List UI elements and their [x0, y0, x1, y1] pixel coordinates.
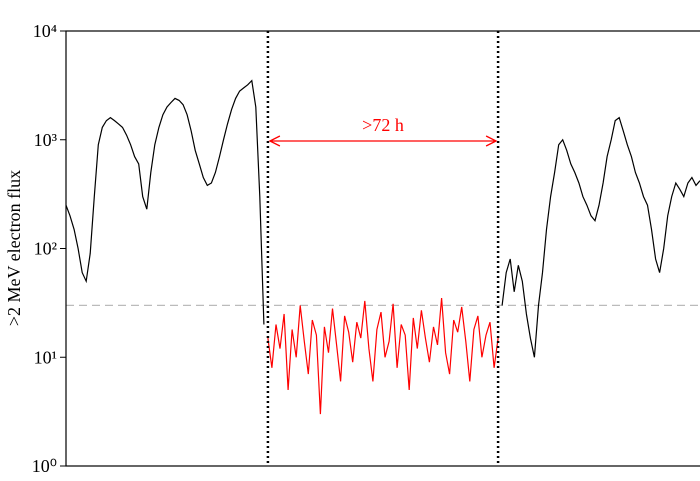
plot-frame: [65, 30, 700, 467]
series-line: [267, 298, 499, 415]
y-tick-label: 10⁴: [33, 21, 57, 41]
arrow-head: [485, 135, 498, 147]
y-tick-label: 10¹: [34, 347, 57, 367]
annotation: >72 h: [362, 115, 404, 135]
y-tick-label: 10⁰: [32, 456, 57, 476]
y-axis-label: >2 MeV electron flux: [4, 170, 24, 326]
y-tick-label: 10²: [34, 239, 57, 259]
arrow-head: [268, 135, 281, 147]
series-line: [65, 79, 700, 358]
y-tick-label: 10³: [34, 130, 58, 150]
